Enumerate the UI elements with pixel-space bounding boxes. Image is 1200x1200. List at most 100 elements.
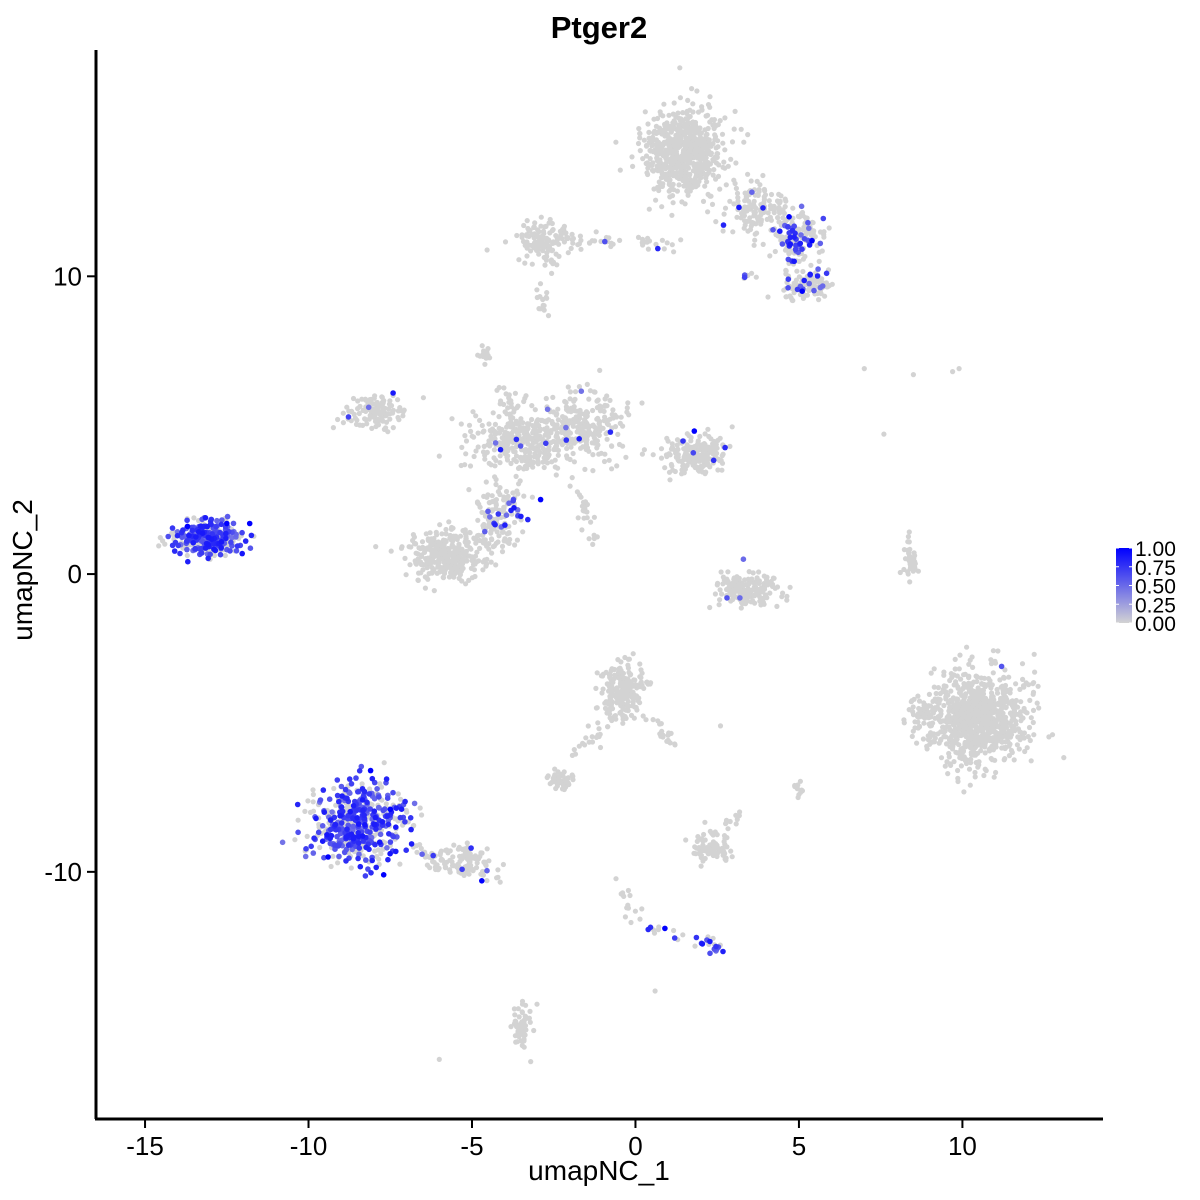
cell-point [721,211,727,217]
cell-point [576,241,583,247]
cell-point [720,581,726,587]
cell-point [707,151,713,157]
cell-point [419,561,425,567]
cell-point [636,126,642,132]
cell-point [643,160,649,167]
cell-point [383,425,389,431]
cell-point [340,410,346,416]
cell-point [651,130,657,136]
cell-point [516,257,522,263]
cell-point [954,699,960,706]
cell-point [550,438,557,444]
cell-point [646,139,652,145]
cell-point [601,418,607,424]
cell-point [357,403,363,409]
cell-point [515,432,521,438]
cell-point [569,231,575,237]
cell-point-expressing [338,783,345,790]
cell-point [947,705,953,711]
cell-point [999,721,1005,727]
cell-point [635,234,642,240]
cell-point [497,485,503,491]
cell-point [763,577,770,583]
cell-point [1000,687,1006,694]
cell-point [908,564,914,570]
cell-point [692,176,698,182]
cell-point [626,412,632,418]
cell-point [639,400,645,406]
cell-point [541,464,547,471]
cell-point [1000,734,1006,740]
cell-point [557,439,563,445]
cell-point [725,163,731,169]
cell-point [637,135,643,141]
cell-point [543,223,549,229]
cell-point [727,198,733,204]
cell-point [427,530,433,536]
cell-point [559,429,565,435]
cell-point [596,451,602,457]
cell-point [715,144,721,150]
cell-point [1013,711,1020,717]
cell-point [663,161,669,167]
cell-point [980,717,986,723]
cell-point [553,251,559,257]
cell-point [601,458,608,465]
cell-point [662,154,669,160]
cell-point [527,228,533,234]
cell-point [1061,755,1067,761]
cell-point [633,704,639,711]
cell-point [800,256,807,262]
cell-point [627,892,633,899]
cell-point [944,724,950,730]
cell-point [560,414,566,420]
cell-point [378,851,384,857]
cell-point [191,515,197,521]
cell-point [699,107,705,113]
cell-point [881,431,887,437]
cell-point [662,133,668,139]
cell-point [572,389,579,395]
cell-point [482,537,488,543]
cell-point [670,181,676,187]
cell-point [936,700,942,706]
cell-point [522,454,529,460]
cell-point [736,575,742,581]
cell-point-expressing [279,839,286,846]
cell-point [513,453,520,459]
cell-point [603,234,610,241]
cell-point [528,248,534,254]
cell-point [926,715,932,721]
cell-point [511,1006,517,1012]
cell-point [554,422,560,428]
cell-point [816,249,822,255]
cell-point [1013,697,1019,704]
cell-point [751,242,757,248]
cell-point [597,423,603,429]
cell-point [462,433,468,439]
cell-point [480,429,486,435]
cell-point [512,1012,518,1018]
scatter-points [156,65,1067,1065]
cell-point [598,673,605,679]
cell-point [1025,734,1031,740]
cell-point-expressing [806,280,812,287]
cell-point [713,219,719,225]
cell-point [565,384,571,390]
cell-point [705,112,711,118]
cell-point [664,149,670,155]
cell-point [821,234,827,240]
cell-point [480,449,487,455]
cell-point [1032,669,1038,675]
cell-point [1026,724,1033,731]
cell-point [520,1030,527,1036]
cell-point [395,791,401,797]
cell-point [459,444,465,450]
cell-point [1022,709,1028,715]
cell-point [434,559,441,565]
cell-point [738,126,744,132]
cell-point [765,210,771,216]
cell-point [1021,684,1027,690]
cell-point [935,685,942,691]
cell-point [527,1008,533,1015]
